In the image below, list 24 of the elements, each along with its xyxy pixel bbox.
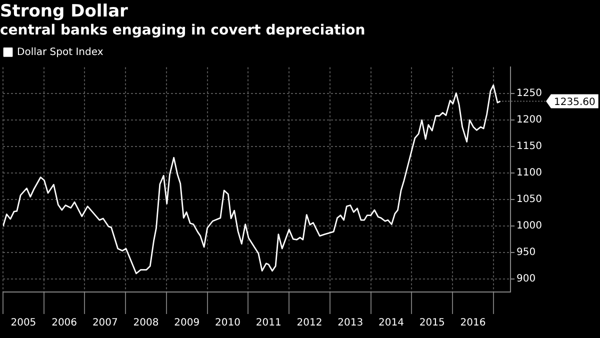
x-tick-label: 2008 — [133, 318, 159, 329]
y-tick-label: 1050 — [516, 194, 542, 206]
y-tick-label: 950 — [516, 246, 536, 258]
y-tick-label: 900 — [516, 273, 536, 284]
x-tick-label: 2007 — [92, 318, 118, 329]
chart-subtitle: central banks engaging in covert depreciation — [0, 22, 366, 38]
y-tick-label: 1250 — [516, 88, 542, 100]
y-tick-label: 1150 — [516, 141, 542, 152]
y-tick-label: 1000 — [516, 220, 542, 232]
x-tick-label: 2011 — [256, 318, 282, 329]
x-tick-label: 2010 — [215, 318, 240, 329]
x-tick-label: 2013 — [338, 318, 364, 329]
x-tick-label: 2014 — [378, 318, 404, 329]
x-tick-label: 2005 — [10, 318, 36, 329]
annotation: 1235.60 — [554, 96, 596, 108]
legend-label: Dollar Spot Index — [17, 46, 104, 58]
chart-title: Strong Dollar — [0, 2, 129, 22]
x-tick-label: 2012 — [296, 318, 322, 329]
x-tick-label: 2016 — [460, 318, 486, 329]
x-tick-label: 2009 — [174, 318, 200, 329]
y-tick-label: 1100 — [516, 168, 542, 179]
x-tick-label: 2015 — [419, 318, 445, 329]
y-tick-label: 1200 — [516, 114, 542, 126]
x-tick-label: 2006 — [52, 318, 78, 329]
